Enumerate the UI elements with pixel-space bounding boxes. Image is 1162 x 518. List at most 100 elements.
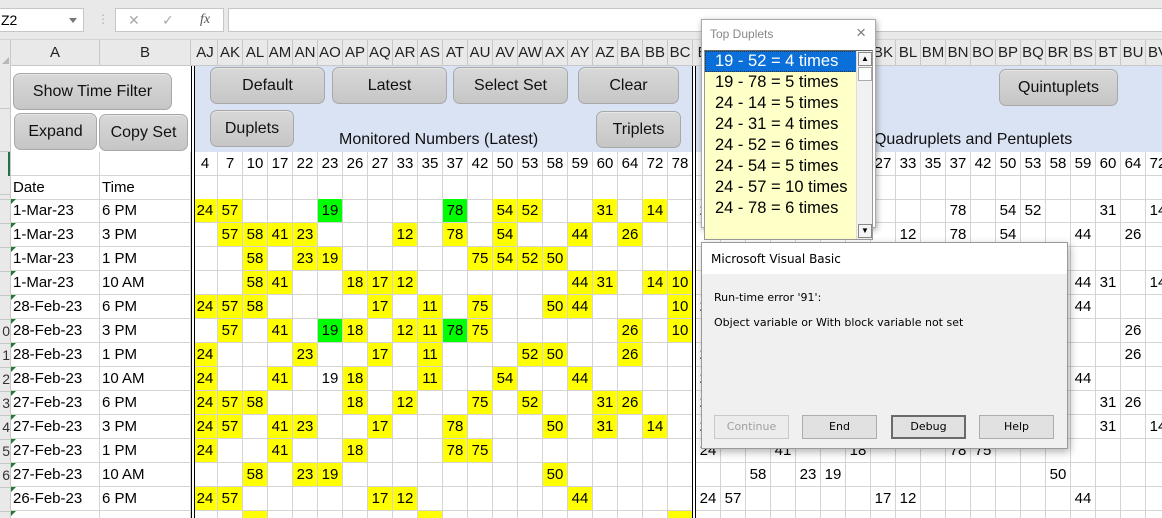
quad-number-cell[interactable]: 19 — [821, 463, 846, 487]
time-cell[interactable]: 6 PM — [100, 199, 191, 223]
cell[interactable] — [568, 439, 593, 463]
cell[interactable] — [668, 439, 693, 463]
cell[interactable] — [343, 463, 368, 487]
date-cell[interactable]: 28-Feb-23 — [11, 295, 100, 319]
date-cell[interactable]: 28-Feb-23 — [11, 367, 100, 391]
row-header[interactable]: 5 — [0, 440, 10, 464]
cell[interactable] — [418, 223, 443, 247]
cell[interactable] — [846, 487, 871, 511]
number-cell[interactable]: 78 — [443, 415, 468, 439]
scroll-thumb[interactable] — [858, 67, 872, 81]
number-cell[interactable]: 12 — [393, 223, 418, 247]
date-cell[interactable]: 28-Feb-23 — [11, 319, 100, 343]
cell[interactable] — [318, 487, 343, 511]
quad-number-cell[interactable]: 26 — [1121, 343, 1146, 367]
number-cell[interactable]: 10 — [668, 295, 693, 319]
number-cell[interactable]: 11 — [418, 295, 443, 319]
number-cell[interactable]: 12 — [393, 319, 418, 343]
cell[interactable] — [518, 176, 543, 200]
cell[interactable] — [368, 391, 393, 415]
number-cell[interactable]: 52 — [518, 247, 543, 271]
number-cell[interactable]: 18 — [343, 367, 368, 391]
cell[interactable] — [1096, 295, 1121, 319]
number-cell[interactable]: 41 — [268, 223, 293, 247]
duplet-list-item[interactable]: 24 - 52 = 6 times — [715, 136, 839, 154]
cell[interactable] — [218, 511, 243, 518]
number-cell[interactable]: 50 — [543, 247, 568, 271]
number-cell[interactable]: 19 — [318, 367, 343, 391]
cell[interactable] — [218, 439, 243, 463]
quad-number-cell[interactable]: 58 — [746, 463, 771, 487]
cell[interactable] — [418, 487, 443, 511]
number-cell[interactable]: 19 — [318, 319, 343, 343]
cell[interactable] — [1096, 223, 1121, 247]
cell[interactable] — [643, 295, 668, 319]
quad-number-cell[interactable]: 26 — [1121, 223, 1146, 247]
cell[interactable] — [318, 439, 343, 463]
number-cell[interactable]: 78 — [443, 319, 468, 343]
cell[interactable] — [1021, 176, 1046, 200]
cell[interactable] — [443, 391, 468, 415]
time-cell[interactable]: 6 PM — [100, 295, 191, 319]
duplet-list-item[interactable]: 19 - 78 = 5 times — [715, 73, 839, 91]
cell[interactable] — [771, 463, 796, 487]
date-cell[interactable]: 1-Mar-23 — [11, 271, 100, 295]
quad-number[interactable]: 37 — [946, 152, 971, 176]
cell[interactable] — [593, 511, 618, 518]
cell[interactable] — [268, 247, 293, 271]
number-cell[interactable]: 19 — [318, 247, 343, 271]
cell[interactable] — [368, 319, 393, 343]
col-header-bv[interactable]: BV — [1146, 40, 1162, 66]
close-icon[interactable]: × — [856, 23, 866, 42]
time-cell[interactable]: 6 PM — [100, 487, 191, 511]
row-header[interactable] — [0, 248, 10, 272]
number-cell[interactable]: 57 — [218, 391, 243, 415]
cell[interactable] — [268, 487, 293, 511]
cell[interactable] — [921, 176, 946, 200]
row-header[interactable] — [0, 296, 10, 320]
number-cell[interactable]: 24 — [193, 439, 218, 463]
cell[interactable] — [468, 487, 493, 511]
cell[interactable] — [518, 271, 543, 295]
col-header-az[interactable]: AZ — [593, 40, 618, 66]
cell[interactable] — [1071, 343, 1096, 367]
number-cell[interactable]: 12 — [393, 391, 418, 415]
monitored-number[interactable]: 58 — [543, 152, 568, 176]
time-cell[interactable]: 1 PM — [100, 343, 191, 367]
cell[interactable] — [518, 439, 543, 463]
row-header[interactable] — [0, 109, 10, 152]
cell[interactable] — [1071, 176, 1096, 200]
col-header-bk[interactable]: BK — [871, 40, 896, 66]
cell[interactable] — [343, 199, 368, 223]
cell[interactable] — [243, 319, 268, 343]
row-header[interactable] — [0, 176, 10, 200]
expand-button[interactable]: Expand — [14, 113, 97, 150]
col-header-av[interactable]: AV — [493, 40, 518, 66]
number-cell[interactable]: 14 — [643, 271, 668, 295]
number-cell[interactable]: 41 — [268, 271, 293, 295]
cell[interactable] — [293, 391, 318, 415]
scroll-up-arrow-icon[interactable]: ▲ — [858, 52, 872, 66]
cell[interactable] — [1096, 487, 1121, 511]
number-cell[interactable]: 23 — [293, 415, 318, 439]
cell[interactable] — [543, 176, 568, 200]
cell[interactable] — [643, 463, 668, 487]
clear-button[interactable]: Clear — [578, 67, 679, 104]
cell[interactable] — [1071, 319, 1096, 343]
cell[interactable] — [618, 295, 643, 319]
cell[interactable] — [1146, 367, 1162, 391]
monitored-number[interactable]: 23 — [318, 152, 343, 176]
col-header-bl[interactable]: BL — [896, 40, 921, 66]
cell[interactable] — [343, 247, 368, 271]
number-cell[interactable]: 75 — [468, 295, 493, 319]
cell[interactable] — [593, 223, 618, 247]
cell[interactable] — [846, 463, 871, 487]
number-cell[interactable]: 44 — [568, 295, 593, 319]
col-header-ao[interactable]: AO — [318, 40, 343, 66]
col-header-at[interactable]: AT — [443, 40, 468, 66]
duplets-listbox[interactable]: 19 - 52 = 4 times 19 - 78 = 5 times 24 - 1… — [704, 50, 873, 240]
cell[interactable] — [493, 319, 518, 343]
cell[interactable] — [418, 415, 443, 439]
continue-button[interactable]: Continue — [714, 415, 789, 439]
number-cell[interactable]: 17 — [368, 343, 393, 367]
